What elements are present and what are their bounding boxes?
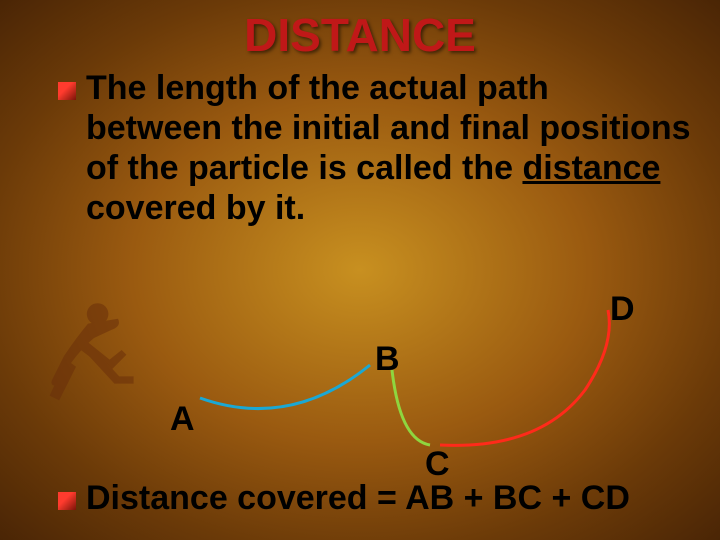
formula-text: Distance covered = AB + BC + CD bbox=[86, 478, 630, 518]
definition-row: The length of the actual path between th… bbox=[0, 68, 720, 228]
segment-BC bbox=[392, 370, 430, 445]
definition-post: covered by it. bbox=[86, 189, 305, 227]
point-label-D: D bbox=[610, 290, 635, 329]
slide-title: DISTANCE bbox=[0, 0, 720, 62]
definition-underlined: distance bbox=[522, 149, 660, 187]
segment-AB bbox=[200, 365, 370, 409]
sprinter-icon bbox=[28, 290, 148, 410]
definition-text: The length of the actual path between th… bbox=[86, 68, 692, 228]
point-label-A: A bbox=[170, 400, 195, 439]
bullet-icon bbox=[58, 82, 76, 100]
segment-CD bbox=[440, 310, 609, 445]
bullet-icon bbox=[58, 492, 76, 510]
formula-row: Distance covered = AB + BC + CD bbox=[0, 478, 720, 518]
point-label-B: B bbox=[375, 340, 400, 379]
